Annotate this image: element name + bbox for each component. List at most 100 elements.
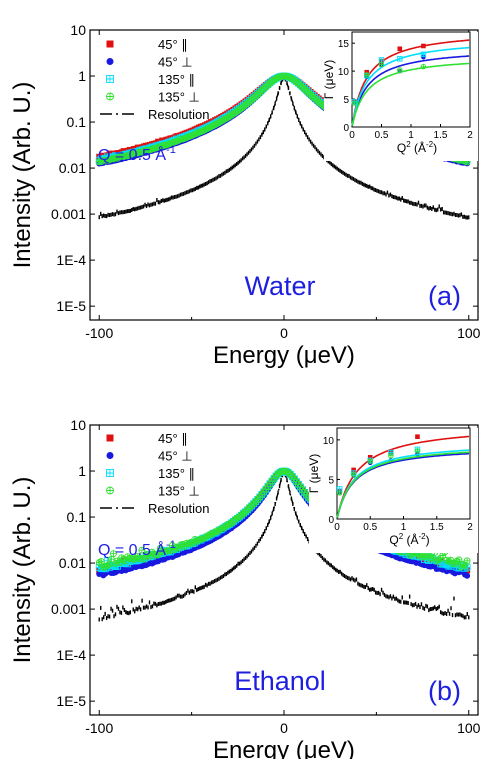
resolution-point xyxy=(337,167,340,172)
resolution-point xyxy=(150,202,152,207)
legend-label: 45° ∥ xyxy=(158,37,188,52)
resolution-point xyxy=(370,186,372,191)
resolution-point xyxy=(445,210,448,215)
resolution-point xyxy=(119,610,121,615)
legend-label: 45° ⊥ xyxy=(158,449,193,464)
resolution-point xyxy=(298,117,300,122)
resolution-point xyxy=(447,608,449,613)
resolution-point xyxy=(218,576,220,581)
inset-x-tick-label: 0 xyxy=(349,130,355,141)
resolution-point xyxy=(138,605,140,610)
resolution-point xyxy=(237,160,239,165)
resolution-point xyxy=(241,156,244,161)
resolution-point xyxy=(153,601,155,606)
resolution-point xyxy=(120,610,123,615)
resolution-point xyxy=(332,163,334,168)
resolution-point xyxy=(249,149,251,154)
resolution-point xyxy=(339,168,341,173)
resolution-point xyxy=(120,210,123,215)
resolution-point xyxy=(117,211,120,216)
resolution-point xyxy=(154,201,157,206)
resolution-point xyxy=(271,110,273,115)
resolution-point xyxy=(256,139,259,144)
legend-marker xyxy=(106,92,114,101)
resolution-point xyxy=(441,206,443,211)
resolution-point xyxy=(364,585,366,590)
resolution-point xyxy=(388,193,390,198)
resolution-point xyxy=(129,610,131,615)
legend: 45° ∥ 45° ⊥ 135° ∥ 135° ⊥ Resolution xyxy=(100,37,209,122)
resolution-point xyxy=(148,600,151,605)
resolution-point xyxy=(202,585,204,590)
inset-x-label-sup: 2 xyxy=(399,532,404,541)
inset-point-cross xyxy=(352,100,357,106)
resolution-point xyxy=(185,590,188,595)
resolution-point xyxy=(172,195,174,200)
inset-point xyxy=(397,67,403,73)
resolution-point xyxy=(426,205,429,210)
resolution-point xyxy=(240,560,242,565)
resolution-point xyxy=(405,199,408,204)
resolution-point xyxy=(123,209,126,214)
resolution-point xyxy=(107,614,109,619)
resolution-point xyxy=(193,187,195,192)
resolution-point xyxy=(354,178,356,183)
resolution-point xyxy=(352,577,355,582)
inset-fit-2 xyxy=(351,46,470,126)
resolution-point xyxy=(333,164,335,169)
y-tick-label: 0.01 xyxy=(59,160,86,176)
resolution-point xyxy=(123,608,126,613)
resolution-point xyxy=(249,550,251,555)
legend-label: 45° ⊥ xyxy=(158,55,193,70)
resolution-point xyxy=(131,208,133,213)
inset-point-cross xyxy=(379,62,384,67)
legend-label: Resolution xyxy=(148,107,209,122)
resolution-point xyxy=(363,584,365,589)
resolution-point xyxy=(157,602,160,607)
resolution-point xyxy=(394,195,396,200)
resolution-point xyxy=(366,183,368,188)
panel-label: (a) xyxy=(428,281,461,311)
resolution-point xyxy=(191,589,194,594)
resolution-point xyxy=(200,585,202,590)
resolution-point xyxy=(98,617,100,622)
resolution-point xyxy=(428,608,430,613)
inset-point xyxy=(397,46,403,52)
resolution-point xyxy=(371,586,374,591)
inset-point xyxy=(351,467,356,473)
resolution-point xyxy=(324,558,327,563)
x-tick-label: 100 xyxy=(457,720,481,736)
resolution-point xyxy=(442,611,445,616)
resolution-point xyxy=(151,202,154,207)
resolution-point xyxy=(361,181,364,186)
legend-label: 135° ⊥ xyxy=(158,484,200,499)
resolution-point xyxy=(102,615,105,620)
resolution-point xyxy=(343,573,346,578)
resolution-point xyxy=(459,612,461,617)
inset-point xyxy=(414,448,421,454)
resolution-point xyxy=(451,212,454,217)
resolution-point xyxy=(309,139,312,144)
resolution-point xyxy=(267,121,269,126)
resolution-point xyxy=(253,545,256,550)
resolution-point xyxy=(247,150,250,155)
resolution-point xyxy=(355,178,358,183)
resolution-point xyxy=(349,175,352,180)
resolution-point xyxy=(213,579,216,584)
inset-x-tick-label: 2 xyxy=(467,130,473,141)
resolution-point xyxy=(454,613,457,618)
resolution-point xyxy=(236,162,238,167)
resolution-point xyxy=(308,137,310,142)
resolution-point xyxy=(379,190,381,195)
resolution-point xyxy=(128,209,130,214)
resolution-point xyxy=(176,593,179,598)
inset-point-cross xyxy=(397,56,403,62)
inset-point-cross xyxy=(415,448,420,454)
resolution-point xyxy=(111,212,114,217)
resolution-point xyxy=(408,594,411,599)
resolution-point xyxy=(369,184,371,189)
data-point xyxy=(435,556,443,564)
resolution-point xyxy=(342,573,344,578)
